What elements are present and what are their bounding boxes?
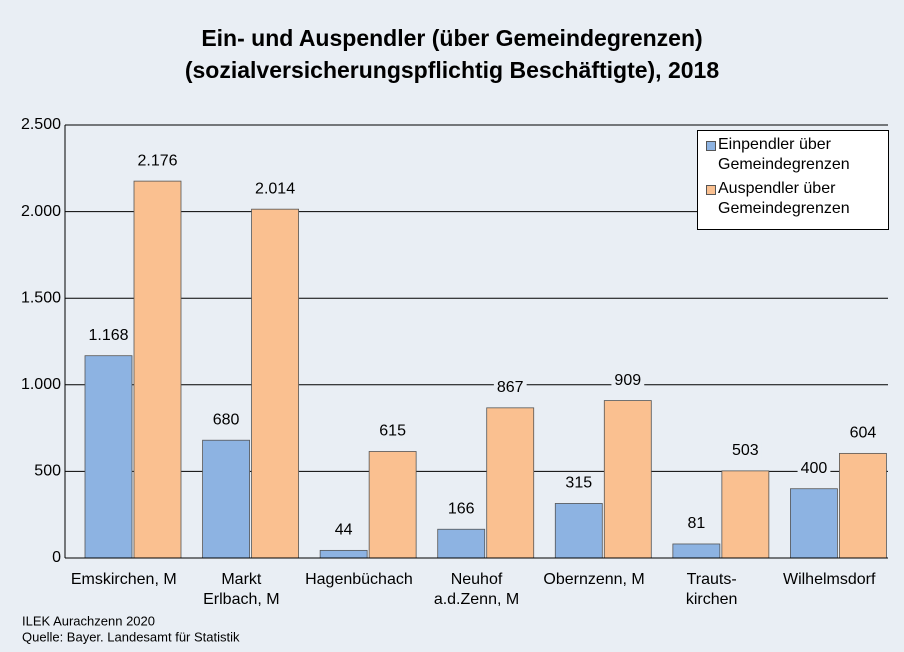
x-tick-label: Neuhof [451, 571, 503, 588]
label-bg [444, 499, 478, 519]
bar [319, 549, 368, 559]
data-label: 604 [850, 425, 877, 442]
x-tick-label: Trauts- [687, 571, 737, 588]
bar [486, 407, 535, 559]
bar [437, 528, 486, 559]
footnote: Quelle: Bayer. Landesamt für Statistik [22, 629, 240, 644]
bar [133, 180, 182, 559]
data-label: 2.014 [255, 180, 295, 197]
y-tick-label: 1.000 [21, 376, 61, 393]
data-label: 909 [614, 372, 641, 389]
legend-label: Auspendler über Gemeindegrenzen [718, 180, 850, 217]
label-bg [331, 520, 356, 540]
bar [554, 503, 603, 559]
bar [84, 355, 133, 559]
data-label: 315 [565, 475, 592, 492]
data-label: 44 [335, 522, 353, 539]
bar [790, 488, 838, 559]
legend-swatch [706, 141, 716, 151]
legend-item: Einpendler über Gemeindegrenzen [706, 135, 884, 175]
label-bg [684, 514, 709, 534]
label-bg [846, 423, 880, 443]
x-tick-label: Erlbach, M [203, 591, 279, 608]
label-bg [134, 151, 181, 171]
bar [672, 543, 721, 559]
label-bg [729, 441, 762, 461]
data-label: 2.176 [137, 152, 177, 169]
label-bg [85, 325, 132, 345]
data-label: 503 [732, 442, 759, 459]
bar [251, 208, 299, 559]
data-label: 615 [379, 423, 406, 440]
data-label: 400 [801, 460, 828, 477]
bar [721, 470, 770, 559]
label-bg [797, 458, 831, 478]
legend-swatch [706, 185, 716, 195]
x-tick-label: Wilhelmsdorf [783, 571, 876, 588]
bar [368, 451, 417, 559]
footnote: ILEK Aurachzenn 2020 [22, 613, 155, 628]
legend: Einpendler über Gemeindegrenzen Auspendle… [697, 130, 889, 230]
x-tick-label: Markt [221, 571, 262, 588]
data-label: 1.168 [88, 327, 128, 344]
x-tick-label: kirchen [686, 591, 738, 608]
label-bg [562, 473, 596, 493]
label-bg [209, 410, 243, 430]
y-tick-label: 1.500 [21, 289, 61, 306]
data-label: 680 [213, 411, 240, 428]
data-label: 81 [687, 515, 705, 532]
x-tick-label: Emskirchen, M [71, 571, 177, 588]
bar [603, 400, 652, 559]
label-bg [611, 370, 645, 390]
bar [839, 452, 887, 559]
data-label: 867 [497, 379, 524, 396]
x-tick-label: a.d.Zenn, M [434, 591, 519, 608]
y-tick-label: 2.500 [21, 116, 61, 133]
legend-item: Auspendler über Gemeindegrenzen [706, 179, 884, 219]
legend-label: Einpendler über Gemeindegrenzen [718, 136, 850, 173]
y-tick-label: 2.000 [21, 203, 61, 220]
chart-title: (sozialversicherungspflichtig Beschäftig… [185, 57, 719, 83]
data-label: 166 [448, 500, 475, 517]
x-tick-label: Obernzenn, M [543, 571, 644, 588]
y-tick-label: 500 [34, 463, 61, 480]
chart-title: Ein- und Auspendler (über Gemeindegrenze… [201, 25, 702, 51]
bar [202, 439, 250, 559]
y-tick-label: 0 [52, 549, 61, 566]
label-bg [252, 179, 299, 199]
label-bg [493, 378, 527, 398]
x-tick-label: Hagenbüchach [305, 571, 413, 588]
label-bg [376, 421, 410, 441]
